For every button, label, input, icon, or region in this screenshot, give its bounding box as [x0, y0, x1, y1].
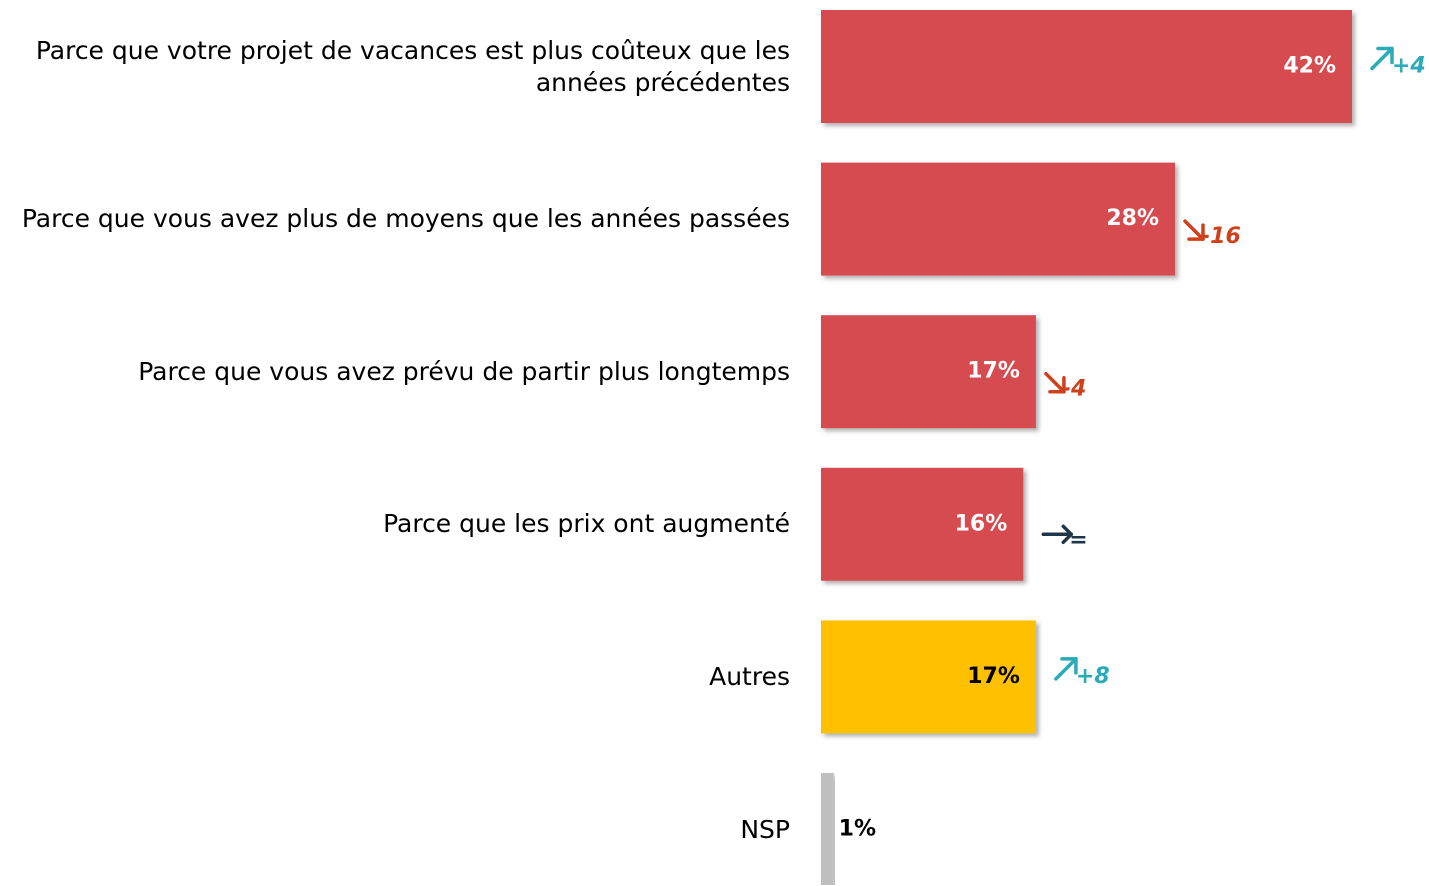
trend-arrow-head — [1048, 375, 1066, 394]
change-label: = — [1069, 527, 1087, 552]
bar — [821, 162, 1175, 276]
bar — [821, 467, 1024, 581]
trend-arrow — [1183, 219, 1205, 241]
bar — [821, 10, 1352, 123]
change-label: +8 — [1076, 664, 1110, 689]
change-label: +4 — [1392, 54, 1426, 79]
category-label: NSP — [740, 814, 790, 844]
value-label: 42% — [1283, 54, 1336, 79]
bar — [821, 773, 834, 885]
category-label: Parce que vous avez prévu de partir plus… — [138, 356, 790, 386]
change-label: -4 — [1062, 377, 1086, 402]
value-label: 17% — [967, 359, 1020, 384]
category-label: Parce que les prix ont augmenté — [383, 509, 790, 539]
value-label: 1% — [839, 817, 876, 842]
category-label: Autres — [709, 661, 790, 691]
trend-arrow-head — [1376, 46, 1394, 65]
value-label: 17% — [967, 664, 1020, 689]
trend-arrow — [1054, 657, 1078, 681]
change-label: -16 — [1201, 224, 1241, 249]
trend-arrow — [1044, 371, 1066, 394]
trend-arrow-head — [1060, 657, 1078, 675]
category-label: Parce que votre projet de vacances est p… — [35, 35, 790, 97]
category-label: Parce que vous avez plus de moyens que l… — [21, 204, 790, 234]
bar — [821, 620, 1036, 734]
value-label: 28% — [1106, 206, 1159, 231]
bar — [821, 315, 1036, 429]
value-label: 16% — [955, 511, 1008, 536]
trend-arrow — [1370, 46, 1394, 71]
trend-arrow-head — [1187, 223, 1205, 241]
trend-arrow-head — [1061, 524, 1074, 545]
